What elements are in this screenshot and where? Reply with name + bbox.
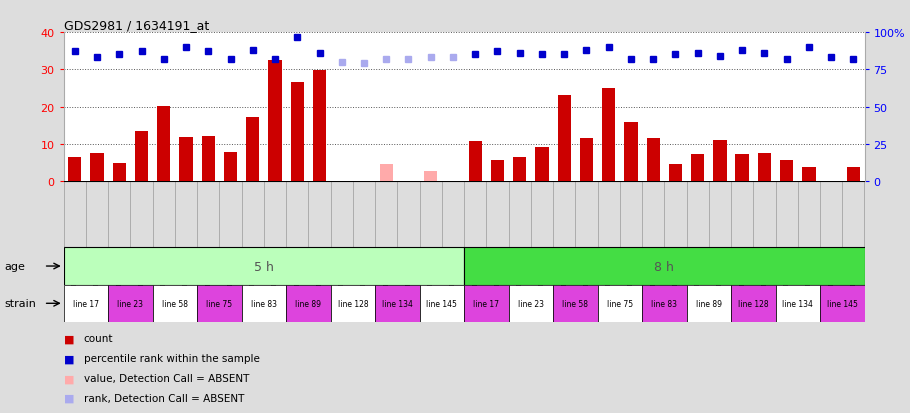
Text: line 134: line 134 xyxy=(783,299,814,308)
Bar xyxy=(464,248,864,285)
Text: strain: strain xyxy=(5,299,36,309)
Bar xyxy=(558,96,571,182)
Bar xyxy=(224,153,238,182)
Bar xyxy=(268,61,282,182)
Text: ■: ■ xyxy=(64,393,75,403)
Text: line 145: line 145 xyxy=(427,299,458,308)
Bar xyxy=(735,155,749,182)
Bar xyxy=(113,164,126,182)
Bar xyxy=(775,285,820,322)
Bar xyxy=(135,131,148,182)
Bar xyxy=(157,107,170,182)
Bar xyxy=(90,154,104,182)
Bar xyxy=(509,285,553,322)
Bar xyxy=(646,139,660,182)
Text: line 134: line 134 xyxy=(382,299,413,308)
Bar xyxy=(153,285,197,322)
Text: ■: ■ xyxy=(64,373,75,383)
Bar xyxy=(602,89,615,182)
Bar xyxy=(669,165,682,182)
Text: age: age xyxy=(5,261,25,271)
Bar xyxy=(108,285,153,322)
Bar xyxy=(803,168,815,182)
Text: ■: ■ xyxy=(64,334,75,344)
Bar xyxy=(242,285,286,322)
Bar xyxy=(780,160,794,182)
Bar xyxy=(64,285,108,322)
Text: line 23: line 23 xyxy=(518,299,544,308)
Text: 5 h: 5 h xyxy=(254,260,274,273)
Bar xyxy=(424,171,438,182)
Text: line 89: line 89 xyxy=(296,299,321,308)
Text: line 75: line 75 xyxy=(207,299,232,308)
Bar xyxy=(286,285,330,322)
Text: count: count xyxy=(84,334,113,344)
Text: GDS2981 / 1634191_at: GDS2981 / 1634191_at xyxy=(64,19,209,32)
Text: line 58: line 58 xyxy=(562,299,589,308)
Bar xyxy=(179,138,193,182)
Bar xyxy=(686,285,731,322)
Bar xyxy=(513,158,526,182)
Text: value, Detection Call = ABSENT: value, Detection Call = ABSENT xyxy=(84,373,249,383)
Bar xyxy=(490,160,504,182)
Text: line 17: line 17 xyxy=(73,299,99,308)
Bar xyxy=(375,285,420,322)
Bar xyxy=(420,285,464,322)
Text: line 75: line 75 xyxy=(607,299,632,308)
Bar xyxy=(624,123,638,182)
Bar xyxy=(290,83,304,182)
Bar xyxy=(598,285,642,322)
Text: 8 h: 8 h xyxy=(654,260,674,273)
Text: line 128: line 128 xyxy=(738,299,769,308)
Bar xyxy=(535,147,549,182)
Bar xyxy=(553,285,598,322)
Bar xyxy=(846,168,860,182)
Bar xyxy=(758,154,771,182)
Bar xyxy=(580,139,593,182)
Bar xyxy=(379,165,393,182)
Bar xyxy=(731,285,775,322)
Bar xyxy=(691,155,704,182)
Bar xyxy=(64,248,464,285)
Bar xyxy=(642,285,686,322)
Bar xyxy=(469,142,482,182)
Bar xyxy=(246,118,259,182)
Bar xyxy=(202,136,215,182)
Bar xyxy=(464,285,509,322)
Text: line 145: line 145 xyxy=(827,299,858,308)
Bar xyxy=(68,157,82,182)
Text: line 89: line 89 xyxy=(696,299,722,308)
Bar xyxy=(820,285,864,322)
Bar xyxy=(313,71,326,182)
Text: line 83: line 83 xyxy=(251,299,277,308)
Text: rank, Detection Call = ABSENT: rank, Detection Call = ABSENT xyxy=(84,393,244,403)
Text: line 23: line 23 xyxy=(117,299,144,308)
Bar xyxy=(713,141,726,182)
Bar xyxy=(197,285,242,322)
Text: line 58: line 58 xyxy=(162,299,188,308)
Bar xyxy=(330,285,375,322)
Text: line 83: line 83 xyxy=(652,299,677,308)
Text: ■: ■ xyxy=(64,354,75,363)
Text: line 128: line 128 xyxy=(338,299,369,308)
Text: line 17: line 17 xyxy=(473,299,500,308)
Text: percentile rank within the sample: percentile rank within the sample xyxy=(84,354,259,363)
